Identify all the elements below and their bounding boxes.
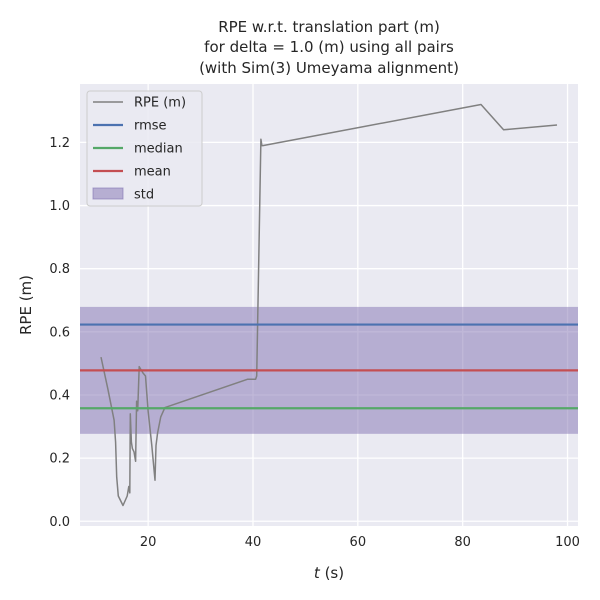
y-axis-label: RPE (m) — [17, 275, 35, 335]
x-axis-label-unit: (s) — [320, 564, 344, 582]
chart-title-line-1: RPE w.r.t. translation part (m) — [218, 18, 440, 36]
x-tick-label-2: 60 — [350, 535, 367, 550]
legend-label-1: rmse — [134, 119, 167, 134]
x-tick-label-3: 80 — [454, 535, 471, 550]
chart-title-line-2: for delta = 1.0 (m) using all pairs — [204, 38, 454, 56]
y-tick-label-1: 0.2 — [49, 452, 70, 467]
x-axis-label-variable: t — [314, 564, 321, 582]
chart-title-line-3: (with Sim(3) Umeyama alignment) — [199, 59, 459, 77]
legend: RPE (m) rmse median mean std — [86, 90, 203, 207]
legend-label-3: mean — [134, 165, 171, 180]
tick-labels: 20 40 60 80 100 0.0 0.2 0.4 0.6 0.8 1.0 1.2 — [49, 136, 580, 550]
statistics-lines — [80, 323, 578, 410]
y-tick-label-2: 0.4 — [49, 388, 70, 403]
legend-box — [86, 90, 203, 207]
x-tick-label-1: 40 — [245, 535, 262, 550]
legend-label-4: std — [134, 188, 154, 203]
y-tick-label-6: 1.2 — [49, 136, 70, 151]
legend-label-0: RPE (m) — [134, 96, 186, 111]
y-tick-label-3: 0.6 — [49, 325, 70, 340]
y-tick-label-0: 0.0 — [49, 515, 70, 530]
x-axis-label: t (s) — [314, 564, 344, 582]
x-tick-label-4: 100 — [555, 535, 580, 550]
x-tick-label-0: 20 — [140, 535, 157, 550]
legend-swatch-4 — [92, 187, 124, 200]
y-tick-label-5: 1.0 — [49, 199, 70, 214]
legend-label-2: median — [134, 142, 183, 157]
y-tick-label-4: 0.8 — [49, 262, 70, 277]
